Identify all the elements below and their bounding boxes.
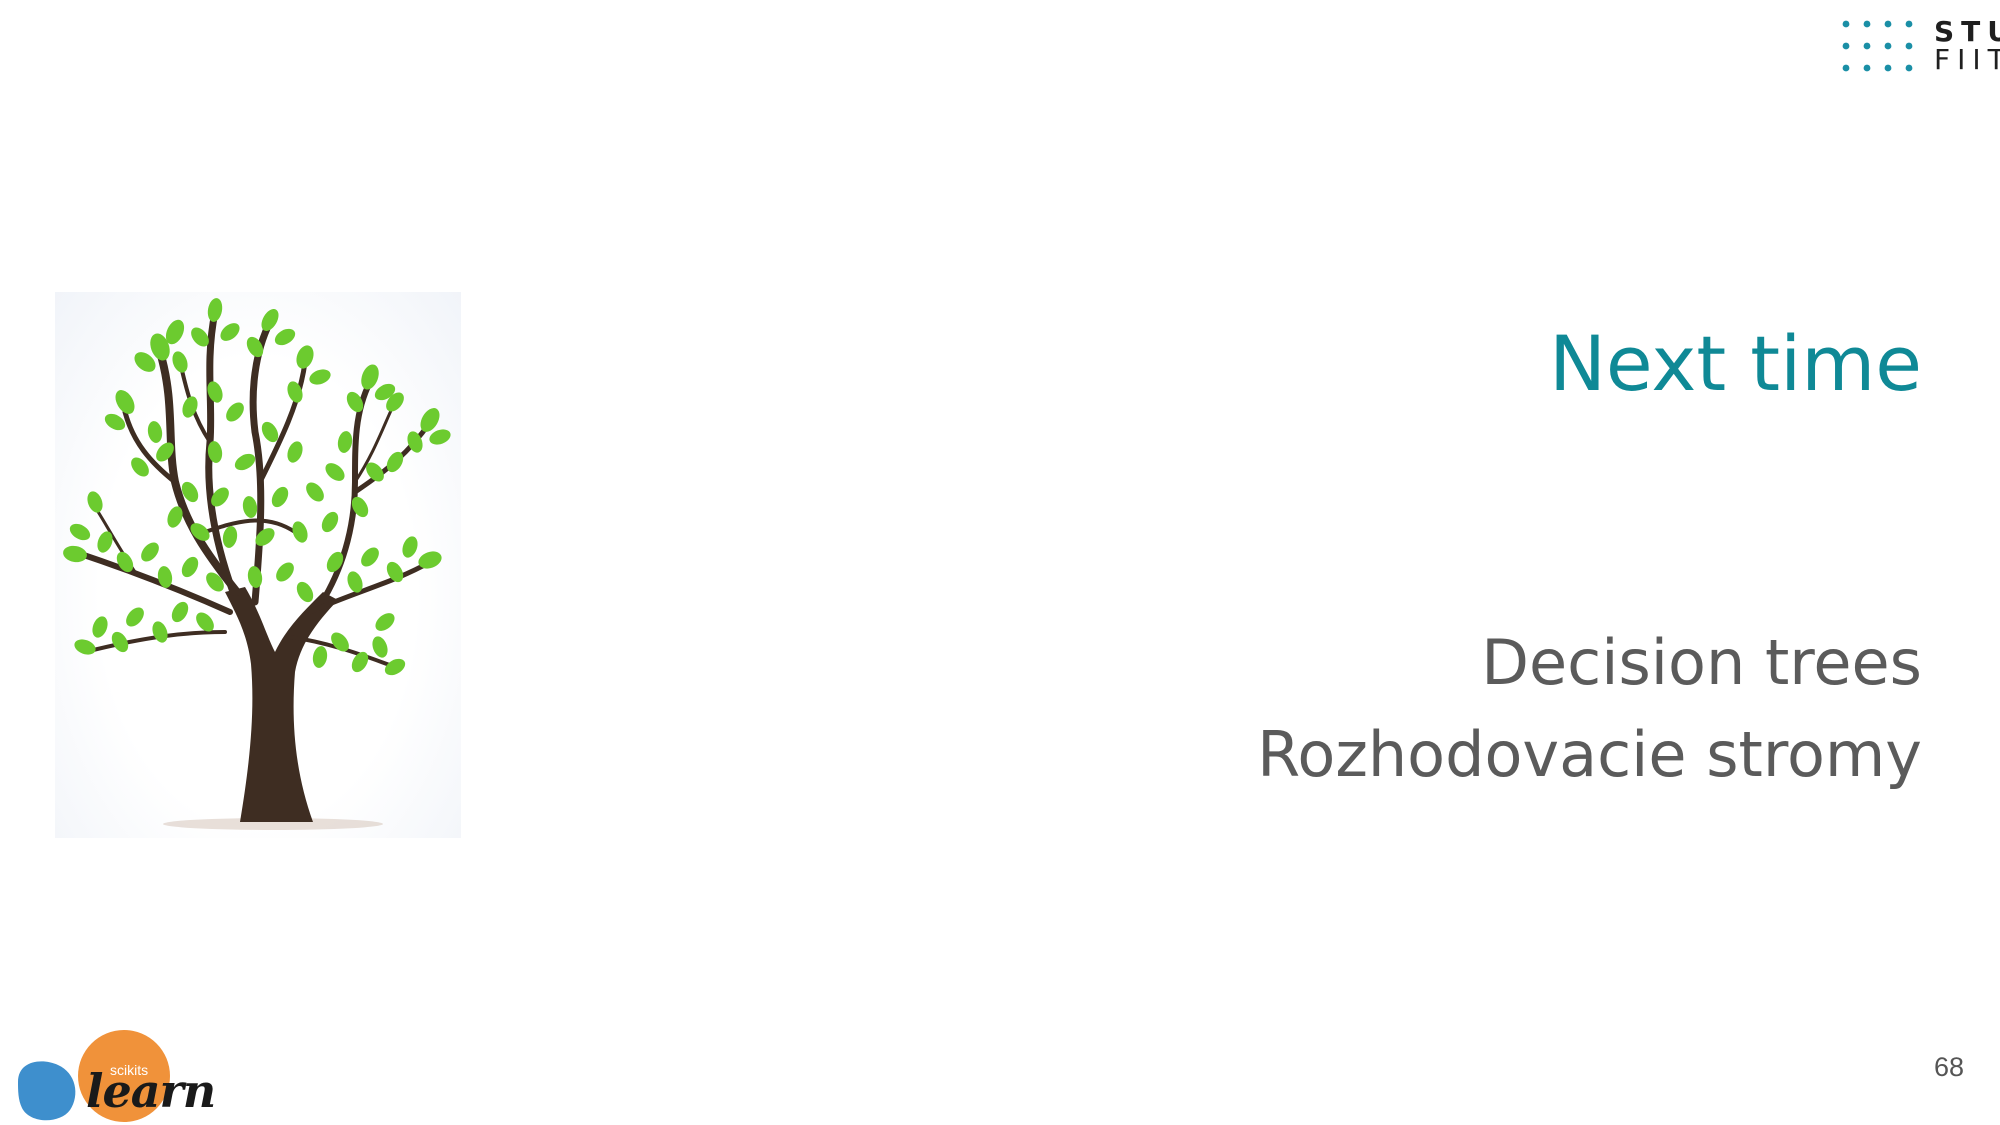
stu-wordmark: STU FIIT	[1934, 18, 2000, 74]
sklearn-big-text: learn	[86, 1064, 216, 1118]
scikit-learn-logo: scikits learn	[8, 1020, 216, 1125]
stu-dots-icon	[1842, 20, 1913, 72]
body-line-1: Decision trees	[1481, 626, 1922, 699]
sklearn-small-text: scikits	[110, 1062, 149, 1078]
page-number: 68	[1933, 1052, 1964, 1082]
body-line-2: Rozhodovacie stromy	[1257, 718, 1922, 791]
stu-text: STU	[1934, 15, 2000, 48]
tree-image	[55, 292, 461, 838]
stu-fiit-logo: STU FIIT	[1840, 18, 2000, 74]
sklearn-logo-icon	[18, 1030, 170, 1122]
tree-icon	[63, 298, 451, 830]
fiit-text: FIIT	[1934, 43, 2000, 76]
slide-title: Next time	[1549, 319, 1922, 408]
slide-body: Decision trees Rozhodovacie stromy	[1257, 617, 1922, 801]
